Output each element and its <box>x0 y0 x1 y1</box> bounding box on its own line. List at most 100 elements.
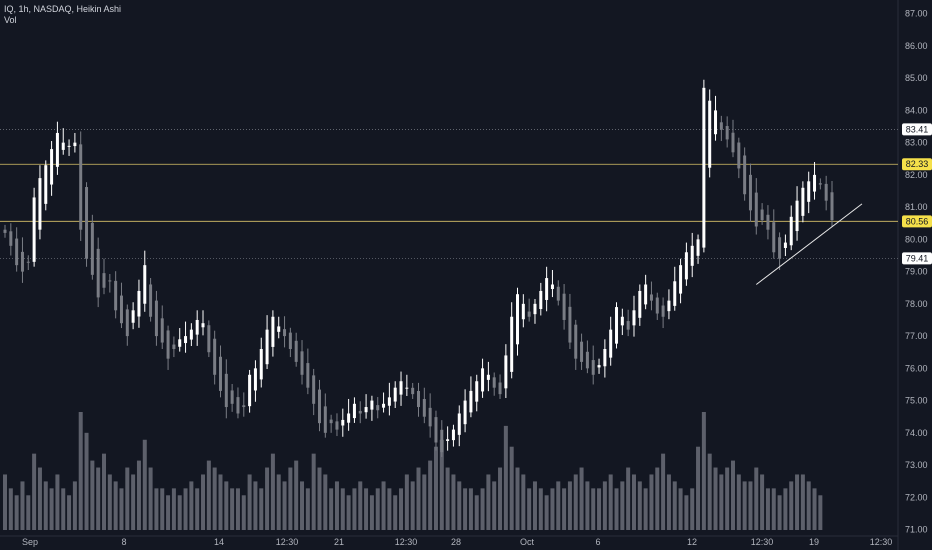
volume-bar <box>189 481 194 530</box>
volume-bar <box>713 467 718 530</box>
volume-bar <box>136 460 141 530</box>
candle-body <box>15 238 19 266</box>
volume-bar <box>32 453 37 530</box>
candle-body <box>661 305 665 317</box>
y-tick-label: 78.00 <box>905 299 928 309</box>
y-tick-label: 71.00 <box>905 525 928 535</box>
volume-bar <box>422 474 427 530</box>
candle-body <box>108 280 112 282</box>
x-tick-label: 12:30 <box>276 537 299 547</box>
trendline <box>755 203 863 285</box>
candle-body <box>428 407 432 427</box>
candle-body <box>201 323 205 328</box>
volume-bar <box>620 481 625 530</box>
volume-bar <box>567 481 572 530</box>
candle-body <box>655 297 659 314</box>
volume-bar <box>736 474 741 530</box>
candle-body <box>539 290 543 310</box>
volume-bar <box>661 453 666 530</box>
candle-body <box>102 273 106 288</box>
volume-bar <box>265 467 270 530</box>
volume-bar <box>37 467 42 530</box>
volume-bar <box>218 474 223 530</box>
volume-bar <box>107 474 112 530</box>
volume-bar <box>795 474 800 530</box>
candle-body <box>748 174 752 211</box>
candle-body <box>807 181 811 202</box>
volume-bar <box>678 488 683 530</box>
candle-body <box>218 356 222 391</box>
candle-body <box>580 341 584 362</box>
candle-body <box>743 155 747 195</box>
volume-bar <box>230 488 235 530</box>
candle-body <box>638 290 642 318</box>
volume-bar <box>538 488 543 530</box>
volume-bar <box>492 481 497 530</box>
y-tick-label: 86.00 <box>905 41 928 51</box>
price-level-label: 83.41 <box>906 124 929 134</box>
volume-bar <box>789 481 794 530</box>
y-tick-label: 75.00 <box>905 396 928 406</box>
candle-body <box>323 406 327 433</box>
volume-bar <box>160 488 165 530</box>
volume-bar <box>515 467 520 530</box>
volume-bar <box>631 474 636 530</box>
volume-bar <box>381 481 386 530</box>
volume-bar <box>119 488 124 530</box>
candle-body <box>50 149 54 185</box>
chart-header: IQ, 1h, NASDAQ, Heikin Ashi Vol <box>4 4 121 26</box>
volume-bar <box>754 467 759 530</box>
volume-bar <box>468 488 473 530</box>
candle-body <box>172 344 176 349</box>
candle-body <box>85 187 89 259</box>
x-tick-label: 12 <box>687 537 697 547</box>
y-tick-label: 79.00 <box>905 267 928 277</box>
volume-bar <box>78 412 83 530</box>
candle-body <box>492 377 496 388</box>
candle-body <box>288 332 292 349</box>
candle-body <box>684 252 688 280</box>
symbol-line: IQ, 1h, NASDAQ, Heikin Ashi <box>4 4 122 14</box>
y-tick-label: 85.00 <box>905 73 928 83</box>
volume-bar <box>364 488 369 530</box>
candle-body <box>178 339 182 347</box>
price-level-badge <box>902 215 932 228</box>
candle-body <box>562 293 566 320</box>
candle-body <box>184 336 188 344</box>
volume-bar <box>305 488 310 530</box>
y-tick-label: 77.00 <box>905 331 928 341</box>
volume-bar <box>608 474 613 530</box>
x-tick-label: 8 <box>121 537 126 547</box>
volume-bar <box>270 453 275 530</box>
candle-body <box>265 329 269 365</box>
volume-bar <box>253 481 258 530</box>
volume-bar <box>474 495 479 530</box>
candle-body <box>795 200 799 232</box>
candle-body <box>521 303 525 320</box>
candle-body <box>55 132 59 167</box>
candle-body <box>114 280 118 311</box>
volume-bar <box>626 467 631 530</box>
volume-bar <box>562 488 567 530</box>
volume-bar <box>352 488 357 530</box>
volume-bar <box>334 481 339 530</box>
candle-body <box>236 397 240 414</box>
y-tick-label: 74.00 <box>905 428 928 438</box>
volume-bar <box>742 481 747 530</box>
candle-body <box>230 390 234 404</box>
candle-body <box>451 429 455 441</box>
volume-bar <box>439 439 444 530</box>
volume-bar <box>148 467 153 530</box>
candle-body <box>457 413 461 435</box>
candle-body <box>550 284 554 290</box>
volume-bar <box>113 481 118 530</box>
candle-body <box>667 300 671 312</box>
candle-body <box>166 330 170 359</box>
candle-body <box>119 295 123 324</box>
x-tick-label: 12:30 <box>751 537 774 547</box>
volume-bar <box>783 488 788 530</box>
candle-body <box>417 390 420 408</box>
volume-bar <box>532 481 537 530</box>
volume-bar <box>416 467 421 530</box>
